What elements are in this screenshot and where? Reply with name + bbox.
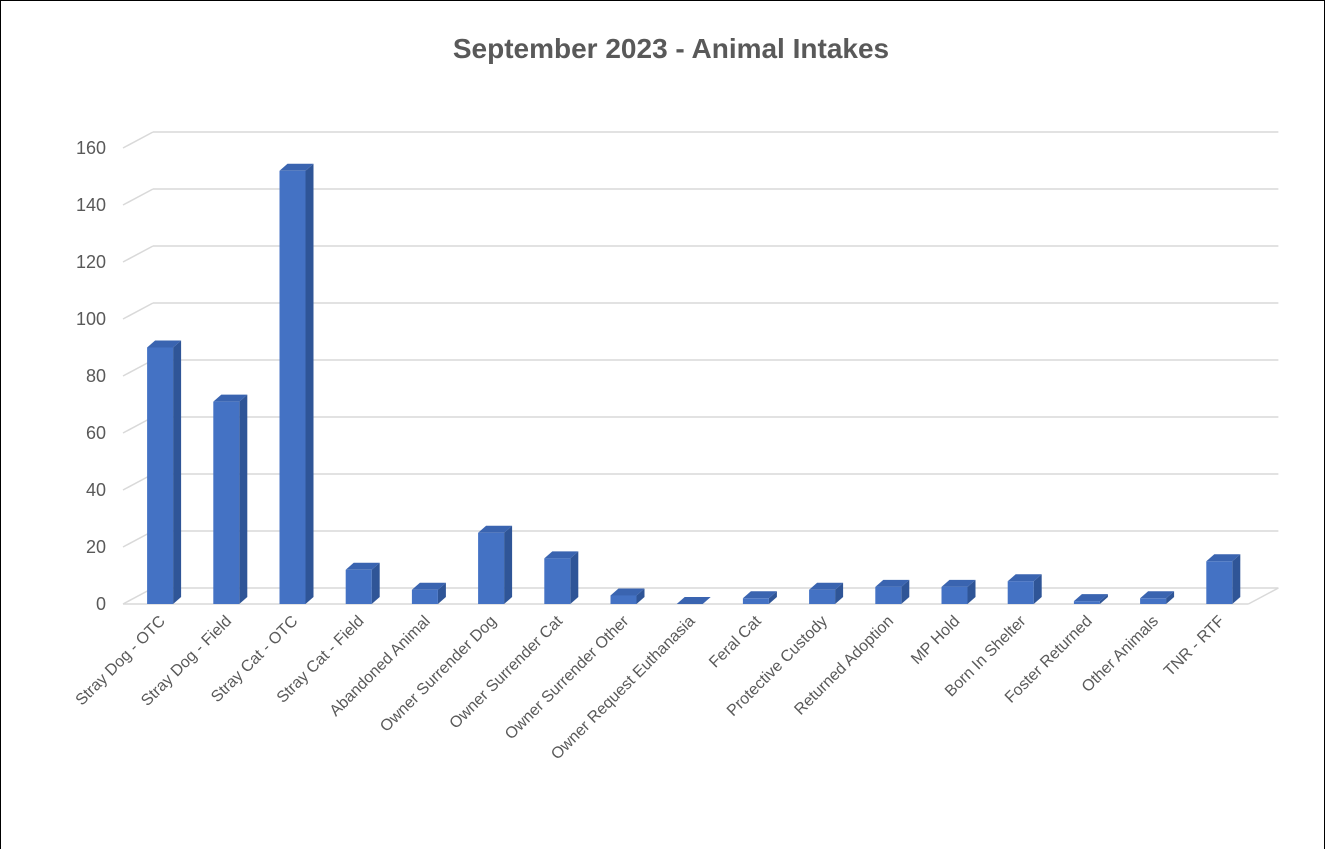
y-tick-label: 140 — [76, 195, 106, 215]
bar-side — [1166, 591, 1175, 604]
bar-top — [544, 551, 579, 559]
x-tick-label: Owner Surrender Other — [502, 612, 633, 743]
bar — [213, 394, 248, 604]
x-tick-label: MP Hold — [908, 613, 963, 668]
bar-front — [875, 586, 902, 604]
bar-front — [941, 586, 968, 604]
bar-side — [305, 163, 314, 605]
bar-front — [742, 598, 769, 604]
bar — [478, 525, 513, 604]
bar-front — [1007, 581, 1034, 604]
bar-side — [1232, 554, 1241, 604]
y-tick-label: 0 — [96, 594, 106, 614]
bar-front — [610, 595, 637, 604]
bar-side — [835, 582, 844, 604]
gridline-side — [122, 245, 154, 263]
bar-top — [676, 597, 711, 604]
bar — [610, 588, 645, 604]
bar-side — [437, 582, 446, 604]
bar-side — [967, 579, 976, 604]
y-tick-label: 60 — [86, 423, 106, 443]
bar-front — [1206, 561, 1233, 604]
y-tick-label: 20 — [86, 537, 106, 557]
bar — [147, 340, 182, 604]
bar — [809, 582, 844, 604]
bar — [742, 591, 777, 604]
bar-front — [1073, 601, 1100, 604]
bar-top — [1140, 591, 1175, 599]
bar-front — [1140, 598, 1167, 604]
bar — [411, 582, 446, 604]
bar-front — [544, 558, 571, 604]
x-tick-label: Feral Cat — [706, 612, 765, 671]
bar — [875, 579, 910, 604]
bar-side — [570, 551, 579, 604]
gridline-side — [122, 131, 154, 149]
bar — [1073, 594, 1108, 604]
x-tick-label: Owner Surrender Cat — [447, 612, 567, 732]
chart-title: September 2023 - Animal Intakes — [452, 33, 890, 64]
bar-top — [875, 579, 910, 587]
bar-side — [768, 591, 777, 604]
gridline-side — [122, 302, 154, 320]
y-tick-label: 80 — [86, 366, 106, 386]
bar-side — [901, 579, 910, 604]
bar-side — [371, 562, 380, 604]
bar-top — [1206, 554, 1241, 562]
bar-top — [345, 562, 380, 570]
y-tick-label: 120 — [76, 252, 106, 272]
bar-side — [1099, 594, 1108, 604]
bar-side — [504, 525, 513, 604]
bar-top — [478, 525, 513, 533]
bar-top — [742, 591, 777, 599]
bar-side — [636, 588, 645, 604]
bar — [1206, 554, 1241, 604]
bar-front — [411, 589, 438, 604]
bar-top — [610, 588, 645, 596]
bar-front — [345, 569, 372, 604]
bar-top — [279, 163, 314, 171]
bar-front — [478, 532, 505, 604]
bar-side — [173, 340, 182, 604]
bar-top — [941, 579, 976, 587]
gridline-side — [122, 188, 154, 206]
floor-edge-side — [1248, 587, 1279, 605]
bar-top — [809, 582, 844, 590]
bar — [1007, 574, 1042, 604]
bar-top — [147, 340, 182, 348]
x-tick-label: TNR - RTF — [1161, 613, 1228, 680]
bar — [544, 551, 579, 604]
x-tick-label: Owner Request Euthanasia — [548, 613, 698, 763]
y-tick-label: 40 — [86, 480, 106, 500]
bar-front — [213, 401, 240, 604]
bar-front — [809, 589, 836, 604]
bar-side — [239, 394, 248, 604]
bar-top — [411, 582, 446, 590]
bar — [345, 562, 380, 604]
y-tick-label: 100 — [76, 309, 106, 329]
bar — [279, 163, 314, 605]
bar-side — [1033, 574, 1042, 604]
bar-top — [1073, 594, 1108, 602]
y-tick-label: 160 — [76, 138, 106, 158]
bar-top — [213, 394, 248, 402]
bar-top — [1007, 574, 1042, 582]
bar — [676, 597, 711, 604]
bar-front — [279, 170, 306, 605]
bar — [1140, 591, 1175, 604]
x-tick-label: Owner Surrender Dog — [377, 613, 500, 736]
bar-front — [147, 347, 174, 604]
bar — [941, 579, 976, 604]
